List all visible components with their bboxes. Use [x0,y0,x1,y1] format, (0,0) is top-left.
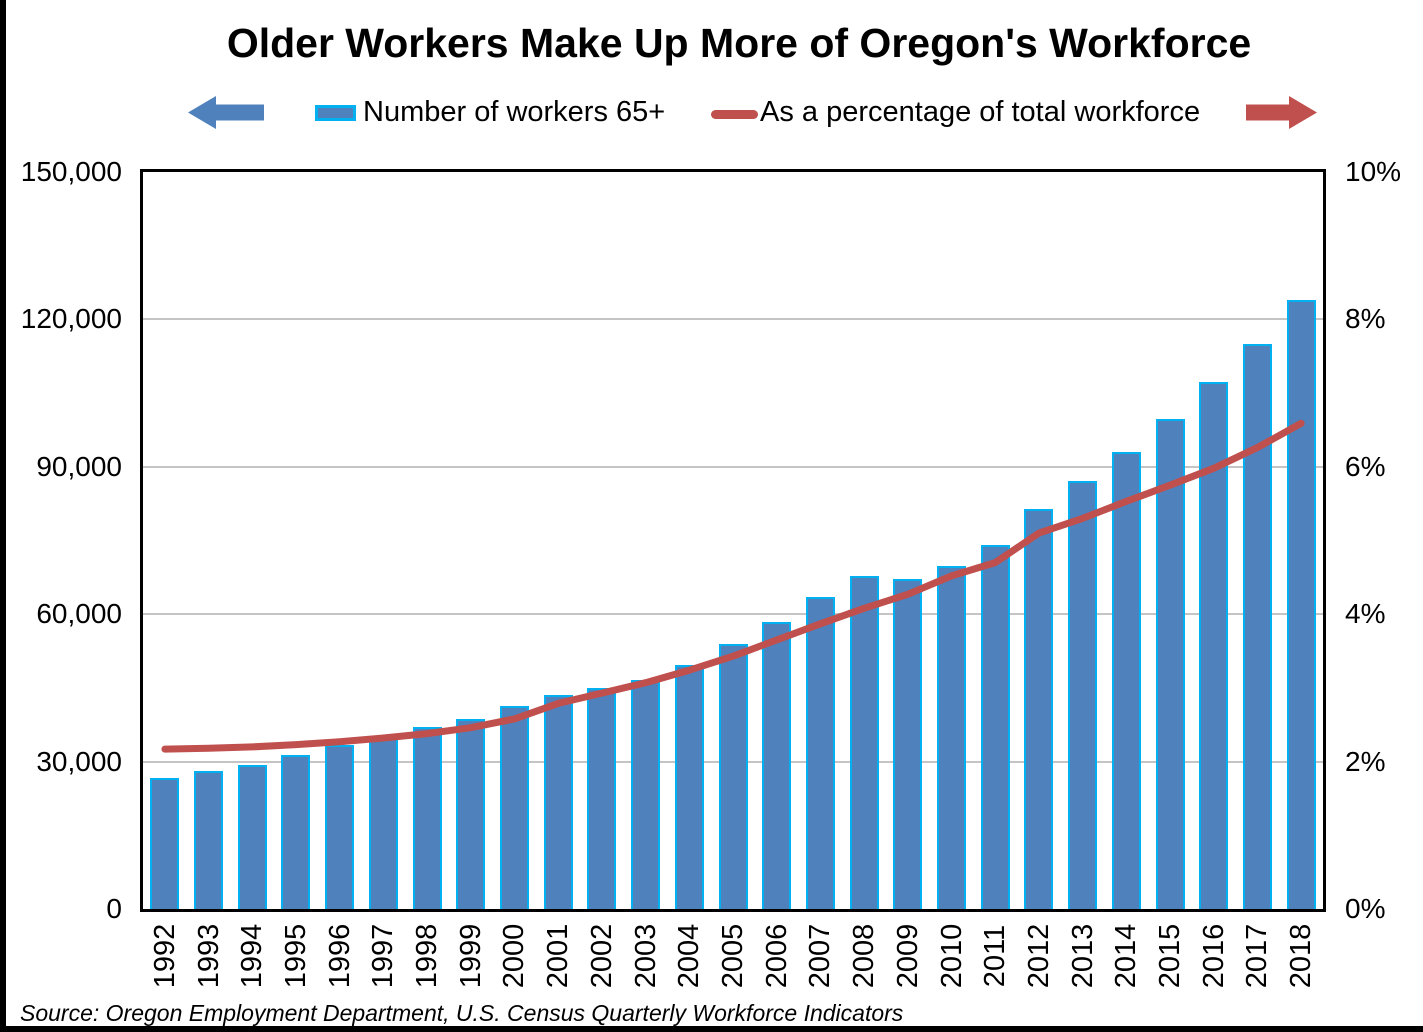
y-tick-left-150000: 150,000 [20,156,122,187]
y-tick-left-90000: 90,000 [36,450,122,482]
x-tick-2010: 2010 [935,923,968,989]
x-tick-2013: 2013 [1066,923,1099,989]
x-tick-1995: 1995 [279,923,312,989]
right-arrow-icon [1246,96,1317,129]
chart-title: Older Workers Make Up More of Oregon's W… [226,20,1252,66]
line-series-swatch [711,110,758,119]
x-tick-2017: 2017 [1241,923,1274,989]
x-tick-2001: 2001 [542,923,575,989]
bar-2015 [1155,418,1185,909]
bar-2001 [543,695,573,909]
bar-1996 [325,745,355,909]
gridline-120000 [143,318,1323,321]
x-tick-2011: 2011 [979,924,1012,988]
x-tick-1993: 1993 [192,923,225,989]
x-tick-2018: 2018 [1285,923,1318,989]
plot-area [140,169,1326,912]
y-tick-right-6: 6% [1345,450,1386,482]
gridline-60000 [143,613,1323,616]
x-tick-2014: 2014 [1110,923,1143,989]
y-tick-right-8: 8% [1345,303,1386,335]
percentage-line [161,419,1305,753]
bar-2017 [1242,343,1272,909]
bar-1993 [194,771,224,909]
bar-2009 [893,578,923,909]
right-arrow-shape [1246,96,1317,129]
bar-series-label: Number of workers 65+ [363,96,666,128]
x-tick-2002: 2002 [585,923,618,989]
x-tick-1994: 1994 [236,923,269,989]
bar-1992 [150,777,180,909]
bar-2006 [762,621,792,909]
bar-2000 [499,706,529,909]
x-tick-2000: 2000 [498,923,531,989]
x-tick-2016: 2016 [1197,923,1230,989]
x-tick-2009: 2009 [891,923,924,989]
bar-1995 [281,755,311,909]
left-arrow-icon [188,96,264,129]
left-arrow-shape [188,96,264,129]
bar-1997 [368,735,398,909]
bar-2010 [937,566,967,909]
line-series-label: As a percentage of total workforce [760,96,1201,128]
x-tick-2005: 2005 [717,923,749,989]
bar-1999 [456,718,486,909]
bar-2014 [1111,452,1141,909]
bar-1994 [237,764,267,909]
x-tick-2004: 2004 [673,923,706,989]
x-tick-1996: 1996 [323,923,356,989]
bar-2011 [980,545,1010,909]
bar-2013 [1068,480,1098,909]
bar-2008 [849,575,879,909]
x-tick-1998: 1998 [411,923,444,989]
bar-2012 [1024,508,1054,909]
line-layer [161,419,1305,753]
x-tick-2003: 2003 [629,923,662,989]
x-tick-2007: 2007 [804,923,837,989]
source-note: Source: Oregon Employment Department, U.… [20,1000,904,1026]
bar-1998 [412,727,442,909]
bar-2002 [587,687,617,909]
y-tick-right-4: 4% [1345,598,1386,630]
bar-series-swatch [315,105,356,121]
y-tick-right-2: 2% [1345,745,1386,777]
x-tick-2015: 2015 [1154,923,1187,989]
x-tick-2006: 2006 [760,923,793,989]
x-tick-2008: 2008 [848,923,881,989]
y-tick-left-60000: 60,000 [36,598,122,630]
y-tick-left-120000: 120,000 [20,303,122,335]
y-tick-right-0: 0% [1345,893,1386,924]
x-tick-1999: 1999 [454,923,487,989]
y-tick-right-10: 10% [1345,156,1402,187]
bar-2018 [1286,300,1316,909]
x-tick-2012: 2012 [1022,923,1055,989]
bar-2004 [674,664,704,909]
bar-2005 [718,644,748,909]
y-tick-left-30000: 30,000 [36,745,122,777]
bar-2003 [631,679,661,909]
x-tick-1992: 1992 [148,923,181,989]
gridline-90000 [143,465,1323,468]
x-tick-1997: 1997 [367,923,400,989]
y-tick-left-0: 0 [106,893,122,924]
bar-2007 [805,597,835,909]
